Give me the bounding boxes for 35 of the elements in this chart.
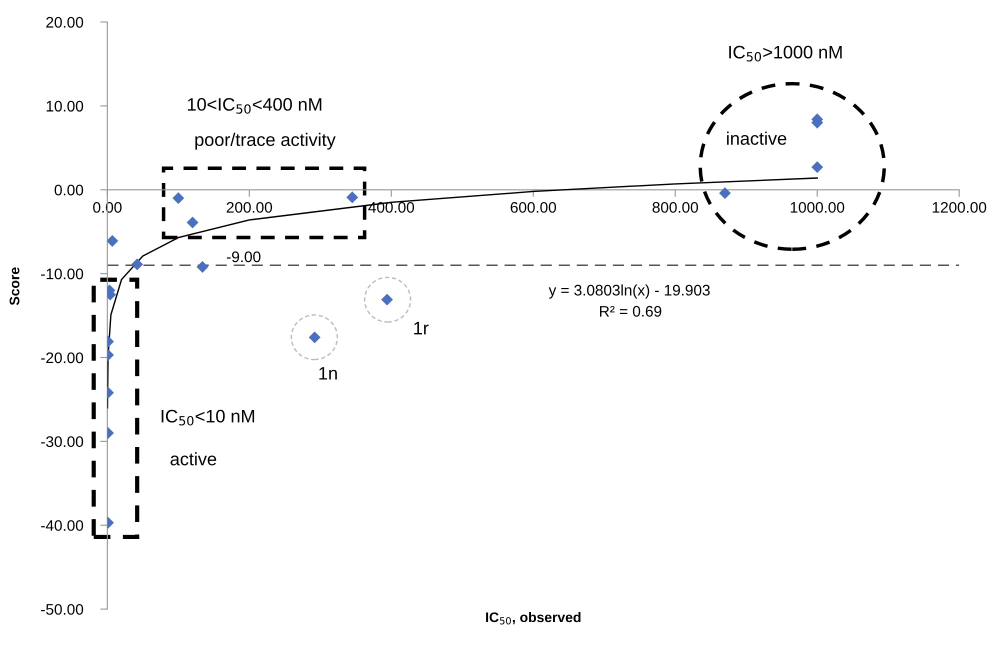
- x-tick-label: 1200.00: [932, 202, 986, 213]
- y-tick-label: -40.00: [41, 520, 84, 531]
- y-tick-label: 20.00: [46, 16, 84, 28]
- y-axis-title: Score: [10, 267, 20, 306]
- annotation: R² = 0.69: [600, 306, 662, 317]
- point: [186, 216, 198, 228]
- annotation: 10<IC$_{50}$<400 nM: [188, 98, 322, 114]
- y-tick-label: -50.00: [41, 604, 84, 615]
- annotation: IC$_{50}$<10 nM: [162, 410, 254, 426]
- annotation: 1n: [319, 367, 337, 380]
- point: [719, 187, 731, 200]
- x-tick-label: 600.00: [510, 202, 556, 213]
- y-tick-label: -20.00: [41, 352, 84, 364]
- y-tick-label: -10.00: [41, 268, 84, 280]
- point: [107, 235, 118, 247]
- annotation: y = 3.0803ln(x) - 19.903: [548, 284, 710, 299]
- point: [131, 258, 144, 270]
- x-tick-label: 200.00: [226, 202, 272, 213]
- annotation: active: [170, 452, 216, 466]
- annotation: IC$_{50}$>1000 nM: [729, 46, 842, 62]
- point: [811, 161, 824, 174]
- x-tick-label: 1000.00: [790, 202, 844, 213]
- y-tick-label: 10.00: [46, 100, 84, 112]
- x-tick-label: 0.00: [93, 202, 122, 213]
- point: [346, 191, 358, 204]
- ref-line-label: -9.00: [226, 251, 260, 262]
- annotation: poor/trace activity: [195, 132, 336, 150]
- x-axis-title: IC$_{50}$, observed: [486, 612, 580, 624]
- point: [196, 261, 208, 273]
- annotation: 1r: [414, 322, 429, 334]
- y-tick-label: 0.00: [54, 184, 84, 196]
- x-tick-label: 800.00: [652, 202, 698, 213]
- point: [172, 192, 184, 204]
- annotation: inactive: [727, 132, 786, 145]
- y-tick-label: -30.00: [41, 436, 84, 448]
